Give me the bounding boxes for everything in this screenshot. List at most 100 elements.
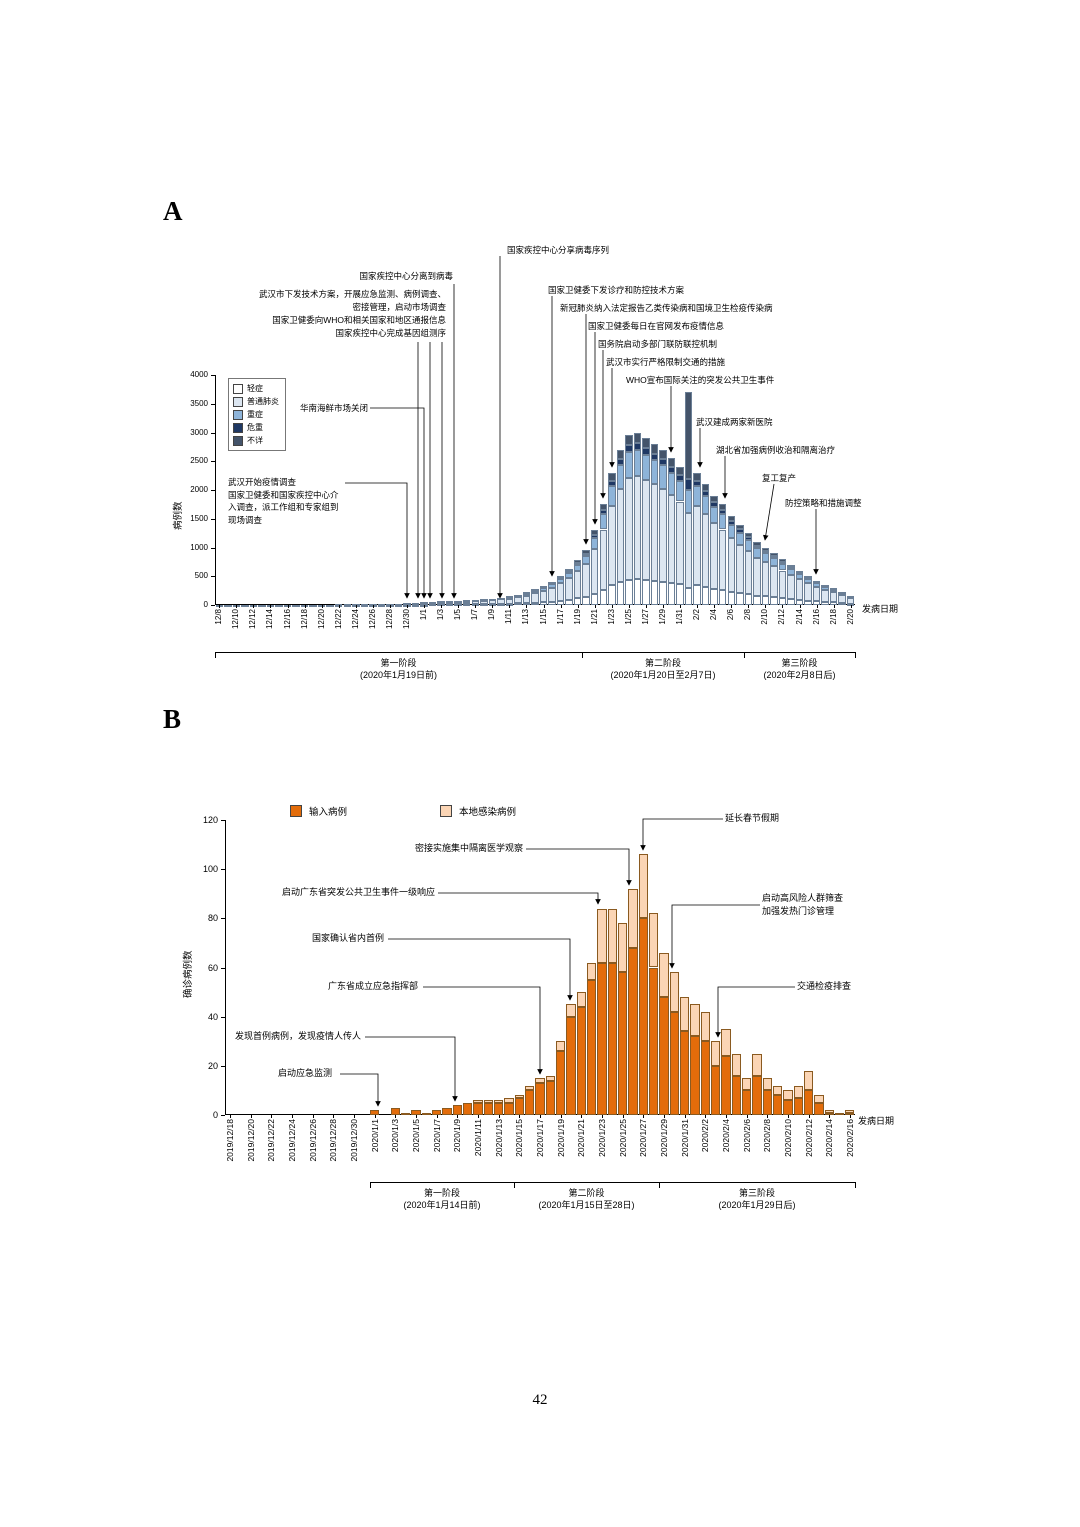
- x-tick-mark: [799, 605, 801, 608]
- annotation-text: 启动高风险人群筛查: [762, 893, 844, 903]
- bar-segment: [727, 521, 736, 525]
- bar-segment: [445, 604, 454, 607]
- phase-name: 第一阶段: [423, 1188, 460, 1198]
- legend-item: 不详: [233, 434, 279, 447]
- x-tick-label: 2020/1/23: [596, 1119, 607, 1157]
- x-tick-label: 2020/1/25: [617, 1119, 628, 1157]
- bar-segment: [684, 392, 693, 479]
- bar-segment: [525, 1090, 535, 1115]
- bar-segment: [548, 582, 556, 584]
- bar-segment: [582, 550, 590, 554]
- x-tick-mark: [457, 1115, 459, 1118]
- bar-segment: [522, 603, 531, 606]
- bar-segment: [744, 540, 753, 552]
- annotation-text: 武汉市实行严格限制交通的措施: [606, 357, 726, 367]
- x-tick-mark: [236, 605, 238, 608]
- annotation-back-to-work: 复工复产: [762, 472, 822, 485]
- bar-segment: [608, 505, 616, 586]
- annotation-text: 武汉建成两家新医院: [696, 417, 773, 427]
- x-tick-label: 1/23: [606, 609, 616, 625]
- bar-segment: [642, 479, 650, 580]
- annotation-text: 密接实施集中隔离医学观察: [415, 843, 524, 853]
- figure-label-b: B: [163, 704, 182, 734]
- x-tick-mark: [354, 1115, 356, 1118]
- x-tick-label: 2020/2/16: [844, 1119, 855, 1157]
- x-tick-mark: [601, 1115, 603, 1118]
- annotation-quarantine-obs: 密接实施集中隔离医学观察: [415, 842, 535, 855]
- bar-segment: [497, 597, 505, 600]
- legend: 轻症 普通肺炎 重症 危重 不详: [228, 378, 286, 451]
- phase-range: (2020年1月29日后): [718, 1200, 796, 1210]
- y-tick-label: 1000: [190, 542, 208, 552]
- phase-tick: [855, 1182, 856, 1188]
- x-tick-mark: [519, 1115, 521, 1118]
- annotation-hubei-isolate: 湖北省加强病例收治和隔离治疗: [716, 444, 896, 457]
- page-number: 42: [532, 1392, 548, 1408]
- bar-segment: [795, 573, 804, 580]
- bar-segment: [471, 599, 480, 602]
- bar-segment: [676, 501, 684, 585]
- x-tick-mark: [767, 1115, 769, 1118]
- bar-segment: [753, 595, 761, 605]
- x-tick-label: 12/12: [248, 609, 258, 630]
- bar-segment: [608, 585, 616, 605]
- bar-segment: [576, 992, 586, 1007]
- bar-segment: [494, 1102, 504, 1115]
- annotation-share-seq: 国家疾控中心分享病毒序列: [507, 244, 677, 257]
- y-tick-label: 120: [202, 815, 218, 825]
- annotation-high-risk: 启动高风险人群筛查 加强发热门诊管理: [762, 892, 872, 918]
- phase-range: (2020年1月15日至28日): [538, 1200, 635, 1210]
- bar-segment: [701, 514, 710, 587]
- bar-segment: [633, 432, 642, 443]
- bar-segment: [783, 1090, 793, 1101]
- bar-segment: [616, 465, 625, 489]
- phase-tick: [370, 1182, 371, 1188]
- x-tick-mark: [253, 605, 255, 608]
- bar-segment: [480, 604, 488, 607]
- chart-a-epidemic-curve: 0 500 1000 1500 2000 2500 3000 3500 4000 12/8 12/1…: [140, 240, 940, 720]
- bar-segment: [676, 467, 684, 476]
- legend-item: 普通肺炎: [233, 395, 279, 408]
- bar-segment: [736, 524, 744, 530]
- bar-segment: [770, 553, 778, 557]
- bar-segment: [812, 601, 821, 605]
- bar-segment: [710, 495, 718, 503]
- bar-segment: [483, 1102, 493, 1115]
- x-tick-label: 2020/1/11: [473, 1119, 484, 1157]
- annotation-text: 华南海鲜市场关闭: [300, 403, 369, 413]
- bar-segment: [727, 524, 736, 539]
- bar-segment: [607, 908, 617, 963]
- x-tick-label: 1/27: [640, 609, 650, 625]
- bar-segment: [608, 480, 616, 486]
- bar-segment: [628, 888, 638, 948]
- bar-segment: [727, 515, 736, 522]
- phase-name: 第三阶段: [738, 1188, 775, 1198]
- bar-segment: [556, 576, 565, 579]
- y-tick-label: 80: [207, 913, 218, 924]
- annotation-text: 国家疾控中心分享病毒序列: [507, 245, 610, 255]
- bar-segment: [514, 594, 522, 597]
- x-tick-mark: [808, 1115, 810, 1118]
- bar-segment: [659, 488, 667, 582]
- phase-tick: [744, 652, 745, 658]
- x-tick-label: 2/14: [794, 609, 804, 625]
- x-tick-label: 12/14: [265, 609, 275, 630]
- bar-segment: [566, 1016, 576, 1115]
- bar-segment: [824, 1110, 834, 1113]
- bar-segment: [462, 600, 471, 603]
- bar-segment: [795, 570, 804, 573]
- bar-segment: [838, 602, 846, 605]
- legend-item: 本地感染病例: [440, 804, 516, 818]
- bar-segment: [599, 589, 608, 605]
- bar-segment: [701, 491, 710, 497]
- bar-segment: [731, 1075, 741, 1115]
- y-tick-label: 60: [207, 962, 218, 973]
- bar-segment: [753, 541, 761, 546]
- bar-segment: [565, 572, 573, 579]
- bar-segment: [463, 1102, 473, 1115]
- annotation-first-case: 发现首例病例，发现疫情人传人: [235, 1030, 395, 1043]
- bar-segment: [679, 1031, 690, 1115]
- bar-segment: [573, 562, 582, 565]
- y-tick-label: 40: [207, 1011, 218, 1022]
